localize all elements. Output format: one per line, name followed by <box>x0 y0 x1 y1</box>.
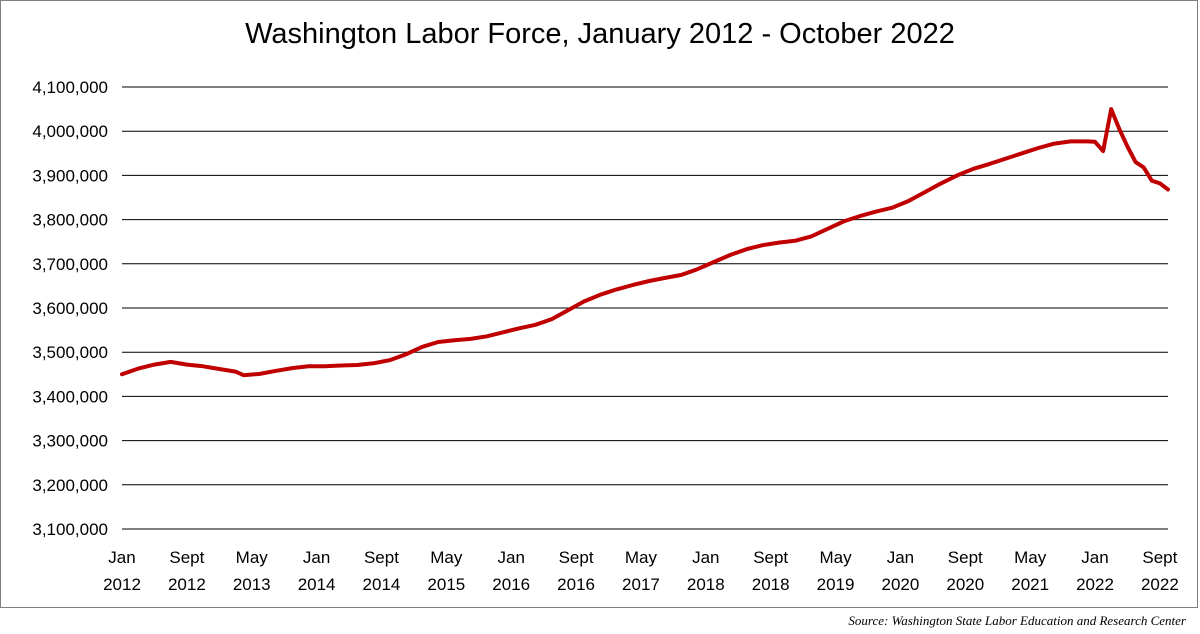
chart-title: Washington Labor Force, January 2012 - O… <box>245 18 955 50</box>
y-tick-label: 3,900,000 <box>32 166 108 185</box>
line-chart: 3,100,000 3,200,000 3,300,000 3,400,000 3,50… <box>32 78 1179 594</box>
x-tick-label: 2020 <box>882 575 920 594</box>
x-tick-label: 2014 <box>298 575 336 594</box>
x-tick-label: Jan <box>692 548 719 567</box>
x-tick-label: Jan <box>887 548 914 567</box>
x-tick-label: 2018 <box>752 575 790 594</box>
x-tick-label: May <box>236 548 269 567</box>
y-tick-label: 3,800,000 <box>32 211 108 230</box>
y-tick-label: 3,100,000 <box>32 520 108 539</box>
x-tick-label: 2022 <box>1141 575 1179 594</box>
x-tick-label: Sept <box>1142 548 1177 567</box>
series-line <box>120 107 1170 378</box>
series-layer <box>120 107 1170 378</box>
x-tick-label: 2019 <box>817 575 855 594</box>
x-tick-label: 2012 <box>103 575 141 594</box>
gridlines <box>122 86 1168 530</box>
source-note: Source: Washington State Labor Education… <box>848 613 1186 628</box>
y-tick-label: 3,600,000 <box>32 299 108 318</box>
x-tick-label: 2020 <box>946 575 984 594</box>
y-tick-label: 3,200,000 <box>32 476 108 495</box>
x-tick-label: 2017 <box>622 575 660 594</box>
x-tick-label: 2012 <box>168 575 206 594</box>
y-tick-label: 3,500,000 <box>32 343 108 362</box>
x-tick-label: Sept <box>169 548 204 567</box>
x-tick-label: May <box>1014 548 1047 567</box>
x-tick-label: May <box>819 548 852 567</box>
x-tick-label: 2013 <box>233 575 271 594</box>
x-tick-label: Jan <box>303 548 330 567</box>
x-tick-label: Jan <box>497 548 524 567</box>
x-tick-label: 2014 <box>363 575 401 594</box>
y-tick-label: 3,400,000 <box>32 387 108 406</box>
chart-frame <box>0 0 1198 608</box>
y-tick-label: 3,300,000 <box>32 432 108 451</box>
x-tick-label: 2016 <box>492 575 530 594</box>
x-tick-label: Sept <box>753 548 788 567</box>
x-tick-label: 2015 <box>427 575 465 594</box>
x-tick-label: 2021 <box>1011 575 1049 594</box>
y-axis-ticks: 3,100,000 3,200,000 3,300,000 3,400,000 3,50… <box>32 78 108 539</box>
y-tick-label: 3,700,000 <box>32 255 108 274</box>
x-tick-label: 2018 <box>687 575 725 594</box>
x-tick-label: Sept <box>948 548 983 567</box>
x-axis-ticks: Jan 2012 Sept 2012 May 2013 Jan 2014 Sept 2014 May… <box>103 548 1179 594</box>
x-tick-label: Sept <box>364 548 399 567</box>
x-tick-label: 2016 <box>557 575 595 594</box>
x-tick-label: Jan <box>108 548 135 567</box>
x-tick-label: May <box>625 548 658 567</box>
x-tick-label: Jan <box>1081 548 1108 567</box>
x-tick-label: Sept <box>559 548 594 567</box>
y-tick-label: 4,100,000 <box>32 78 108 97</box>
x-tick-label: 2022 <box>1076 575 1114 594</box>
x-tick-label: May <box>430 548 463 567</box>
y-tick-label: 4,000,000 <box>32 122 108 141</box>
